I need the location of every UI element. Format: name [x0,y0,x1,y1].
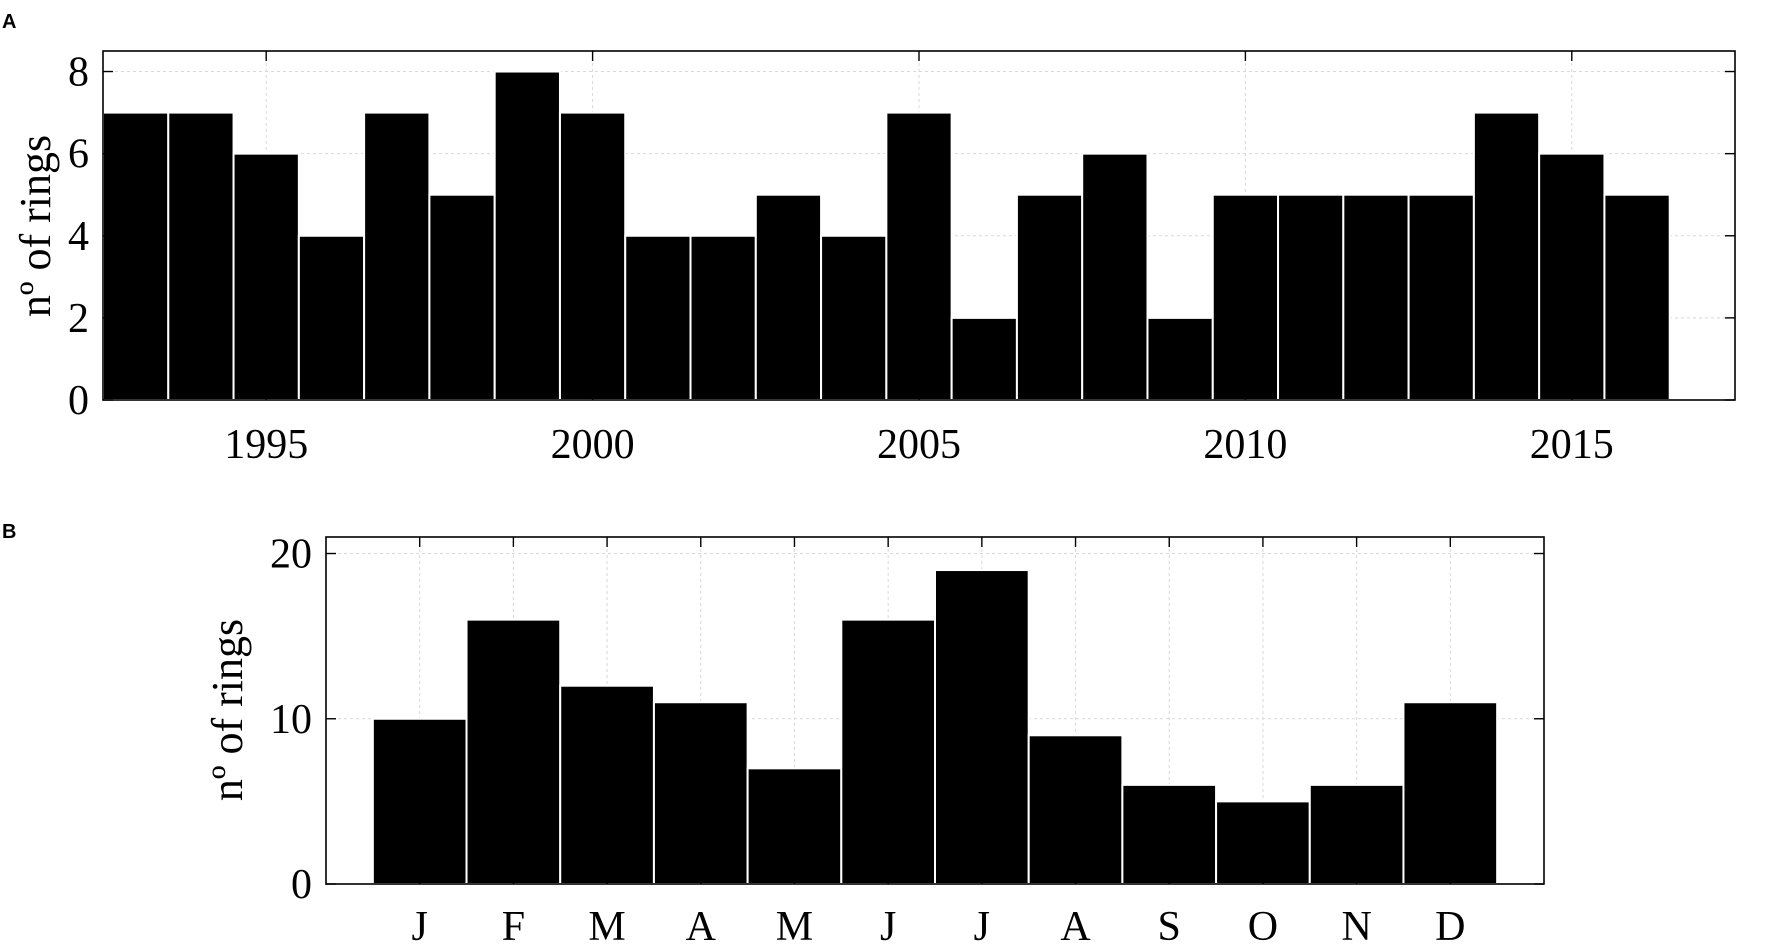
panel-a-bar [689,234,757,401]
panel-a-bar [1472,111,1541,402]
panel-a-bar [1342,193,1410,401]
panel-a-bar [1211,193,1280,401]
panel-a-bar [493,70,561,401]
panel-b-bars [371,569,1499,886]
panel-b-x-tick-label: F [502,904,525,948]
panel-a-y-tick-labels: 0 2 4 6 8 [68,50,89,424]
panel-a-y-tick-label: 6 [68,132,89,178]
panel-b-bar [1121,783,1218,885]
panel-a-bar [297,234,366,401]
panel-a-y-tick-label: 4 [68,214,89,260]
panel-b-bar [652,701,749,885]
panel-b-y-tick-label: 10 [270,697,312,743]
panel-b-bar [840,618,936,885]
panel-a-bar [1015,193,1084,401]
panel-a-bars [102,70,1671,402]
panel-a-y-axis-label: nº of rings [11,135,60,317]
panel-b-x-tick-label: S [1158,904,1181,948]
panel-a-bar [102,111,170,402]
panel-b-bar [1402,701,1499,885]
panel-b-y-tick-label: 0 [291,862,312,908]
panel-a-bar [820,234,888,401]
panel-b-bar [1027,734,1124,885]
panel-b-bar [1215,800,1311,886]
panel-a-x-tick-label: 2015 [1530,422,1614,468]
panel-b-x-tick-label: J [880,904,896,948]
panel-a-x-tick-label: 1995 [224,422,308,468]
panel-a: A 1995 2000 2005 2010 2015 0 2 4 6 8 nº of rings [2,11,1736,468]
panel-b-x-tick-label: N [1341,904,1371,948]
panel-b-y-axis-label: nº of rings [203,619,252,801]
panel-a-bar [558,111,627,402]
panel-a-bar [167,111,235,402]
panel-a-bar [363,111,431,402]
panel-b-ticks [326,537,1544,885]
panel-a-x-tick-label: 2010 [1203,422,1287,468]
panel-b-x-tick-label: A [1060,904,1091,948]
panel-b-bar [559,684,655,886]
panel-b-y-tick-labels: 0 10 20 [270,532,312,908]
panel-a-x-tick-label: 2000 [551,422,635,468]
panel-b-bar [1308,783,1405,885]
panel-a-bar [1081,152,1149,401]
panel-a-y-tick-label: 8 [68,50,89,96]
panel-a-letter: A [2,11,16,33]
panel-a-bar [232,152,300,401]
panel-a-x-tick-label: 2005 [877,422,961,468]
panel-b-x-tick-label: M [776,904,813,948]
panel-b-bar [465,618,562,885]
panel-b-bar [746,767,843,885]
panel-b-y-tick-label: 20 [270,532,312,578]
panel-a-bar [950,316,1018,401]
panel-a-y-tick-label: 2 [68,296,89,342]
panel-b-x-tick-label: D [1435,904,1465,948]
panel-b-axes-frame [325,536,1545,885]
panel-b-x-tick-label: O [1248,904,1278,948]
panel-a-ticks [103,51,1735,401]
panel-b-x-tick-label: J [974,904,990,948]
panel-b-bar [371,717,468,885]
panel-a-bar [1277,193,1345,401]
panel-a-bar [1538,152,1606,401]
panel-b-bar [934,569,1030,885]
panel-a-bar [624,234,692,401]
panel-b-x-tick-label: M [588,904,625,948]
panel-a-bar [885,111,953,402]
panel-a-x-tick-labels: 1995 2000 2005 2010 2015 [224,422,1614,468]
panel-b-letter: B [2,521,16,543]
panel-b-x-tick-label: A [686,904,717,948]
panel-a-bar [754,193,823,401]
panel-a-bar [1407,193,1475,401]
panel-a-bar [428,193,496,401]
panel-b-x-tick-label: J [412,904,428,948]
panel-b: B J F M A M J J A S O N D 0 10 20 nº of rings [2,521,1545,948]
panel-a-bar [1603,193,1671,401]
panel-a-y-tick-label: 0 [68,378,89,424]
panel-a-bar [1146,316,1214,401]
